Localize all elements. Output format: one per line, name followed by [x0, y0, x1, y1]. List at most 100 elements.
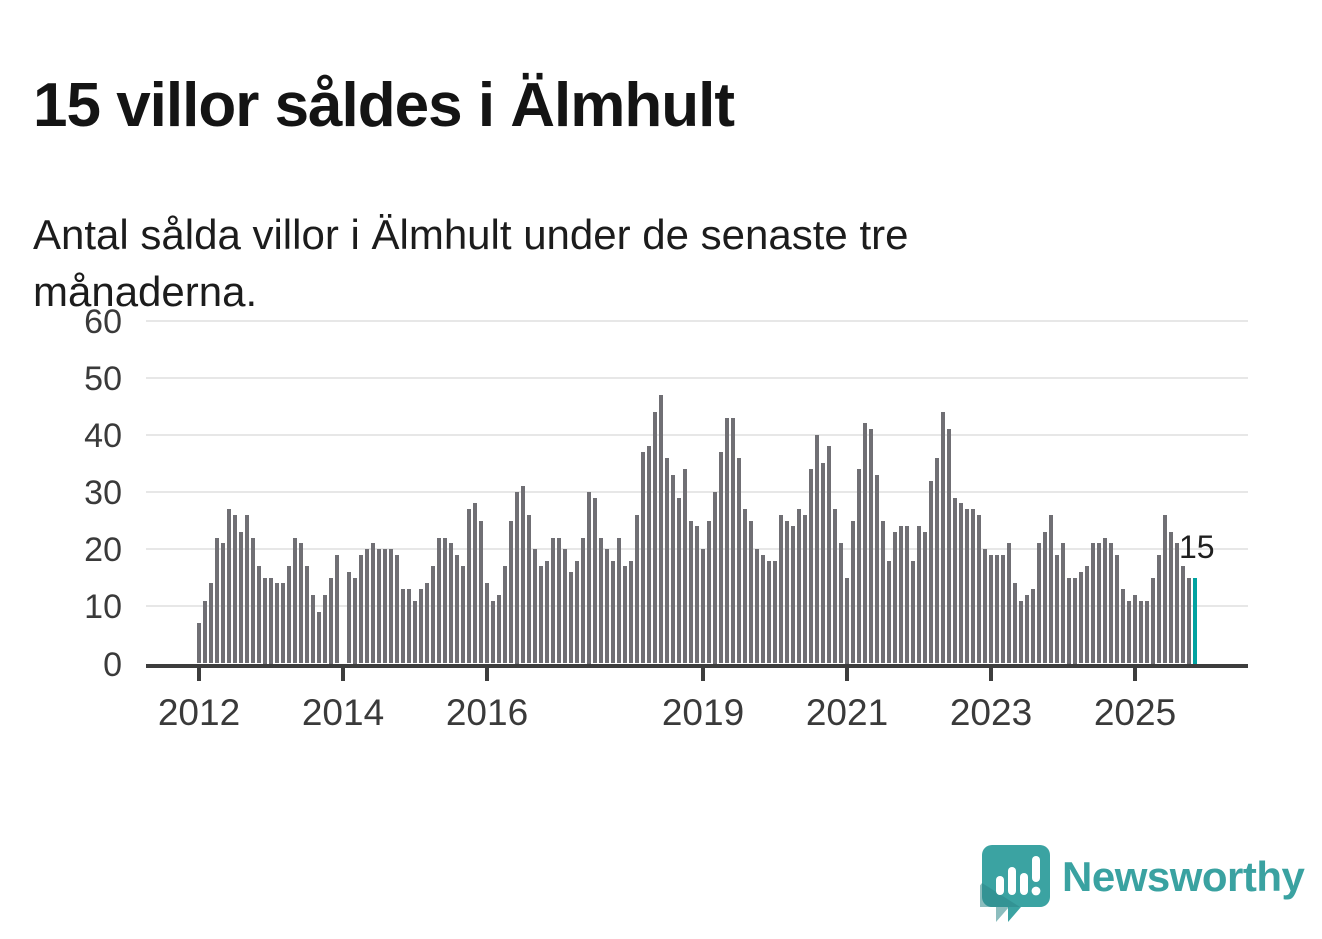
bar — [898, 526, 904, 664]
bar — [934, 457, 940, 664]
bar — [724, 417, 730, 664]
bar — [358, 554, 364, 664]
x-tick-2025 — [1133, 668, 1137, 681]
x-axis-label-2014: 2014 — [301, 692, 385, 733]
bar — [388, 549, 394, 664]
gridline-y-30 — [146, 491, 1248, 493]
bar — [1036, 543, 1042, 664]
bar — [682, 469, 688, 664]
bar — [436, 537, 442, 664]
bar — [466, 509, 472, 664]
bar — [1162, 514, 1168, 664]
bar — [382, 549, 388, 664]
bar — [322, 594, 328, 664]
bar — [1186, 577, 1192, 664]
bar — [976, 514, 982, 664]
bar — [988, 554, 994, 664]
bar — [448, 543, 454, 664]
bar — [1000, 554, 1006, 664]
bar — [196, 623, 202, 664]
bar — [520, 486, 526, 664]
bar — [622, 566, 628, 664]
bar — [1072, 577, 1078, 664]
gridline-y-60 — [146, 319, 1248, 322]
bar — [754, 549, 760, 664]
bar — [544, 560, 550, 664]
bar — [1078, 572, 1084, 664]
bar — [850, 520, 856, 664]
bar — [646, 446, 652, 664]
bar — [298, 543, 304, 664]
bar — [1084, 566, 1090, 664]
bar — [790, 526, 796, 664]
bar — [1120, 589, 1126, 664]
bar — [268, 577, 274, 664]
page-title: 15 villor såldes i Älmhult — [33, 70, 735, 140]
bar — [652, 411, 658, 664]
bar — [808, 469, 814, 664]
bar — [280, 583, 286, 664]
bar — [1018, 600, 1024, 664]
bar — [1150, 577, 1156, 664]
bar — [316, 612, 322, 664]
highlight-value-label: 15 — [1179, 529, 1215, 565]
bar — [352, 577, 358, 664]
bar — [1090, 543, 1096, 664]
x-tick-2012 — [197, 668, 201, 681]
bar — [1042, 532, 1048, 664]
newsworthy-bubble-chart-icon — [980, 845, 1050, 922]
bar — [748, 520, 754, 664]
bar — [610, 560, 616, 664]
bar — [892, 532, 898, 664]
bar — [658, 394, 664, 664]
bar — [766, 560, 772, 664]
bar — [502, 566, 508, 664]
bar — [454, 554, 460, 664]
bar — [1132, 594, 1138, 664]
bar — [238, 532, 244, 664]
bar — [286, 566, 292, 664]
bar — [256, 566, 262, 664]
bar — [1096, 543, 1102, 664]
bar — [1114, 554, 1120, 664]
bar — [274, 583, 280, 664]
y-axis-label-30: 30 — [84, 474, 122, 512]
x-tick-2023 — [989, 668, 993, 681]
bar — [730, 417, 736, 664]
bar — [604, 549, 610, 664]
bar — [844, 577, 850, 664]
bar — [916, 526, 922, 664]
bar — [208, 583, 214, 664]
bar — [832, 509, 838, 664]
bar — [532, 549, 538, 664]
bar — [586, 492, 592, 664]
bar — [640, 451, 646, 664]
bar — [490, 600, 496, 664]
bar — [538, 566, 544, 664]
bar — [772, 560, 778, 664]
x-axis-label-2025: 2025 — [1093, 692, 1177, 733]
bar — [910, 560, 916, 664]
bar — [838, 543, 844, 664]
gridline-y-40 — [146, 433, 1248, 436]
y-axis-label-60: 60 — [84, 302, 122, 341]
bar — [250, 537, 256, 664]
bar — [220, 543, 226, 664]
bar — [202, 600, 208, 664]
bar — [970, 509, 976, 664]
bar — [862, 423, 868, 664]
bar — [874, 474, 880, 664]
x-axis-label-2023: 2023 — [949, 692, 1033, 733]
bar — [580, 537, 586, 664]
y-axis-label-0: 0 — [103, 645, 122, 684]
bar — [508, 520, 514, 664]
bar — [634, 514, 640, 664]
bar — [700, 549, 706, 664]
bar — [718, 451, 724, 664]
bar — [262, 577, 268, 664]
bar — [496, 594, 502, 664]
bar — [1138, 600, 1144, 664]
bar — [964, 509, 970, 664]
bar — [1054, 554, 1060, 664]
bar — [904, 526, 910, 664]
